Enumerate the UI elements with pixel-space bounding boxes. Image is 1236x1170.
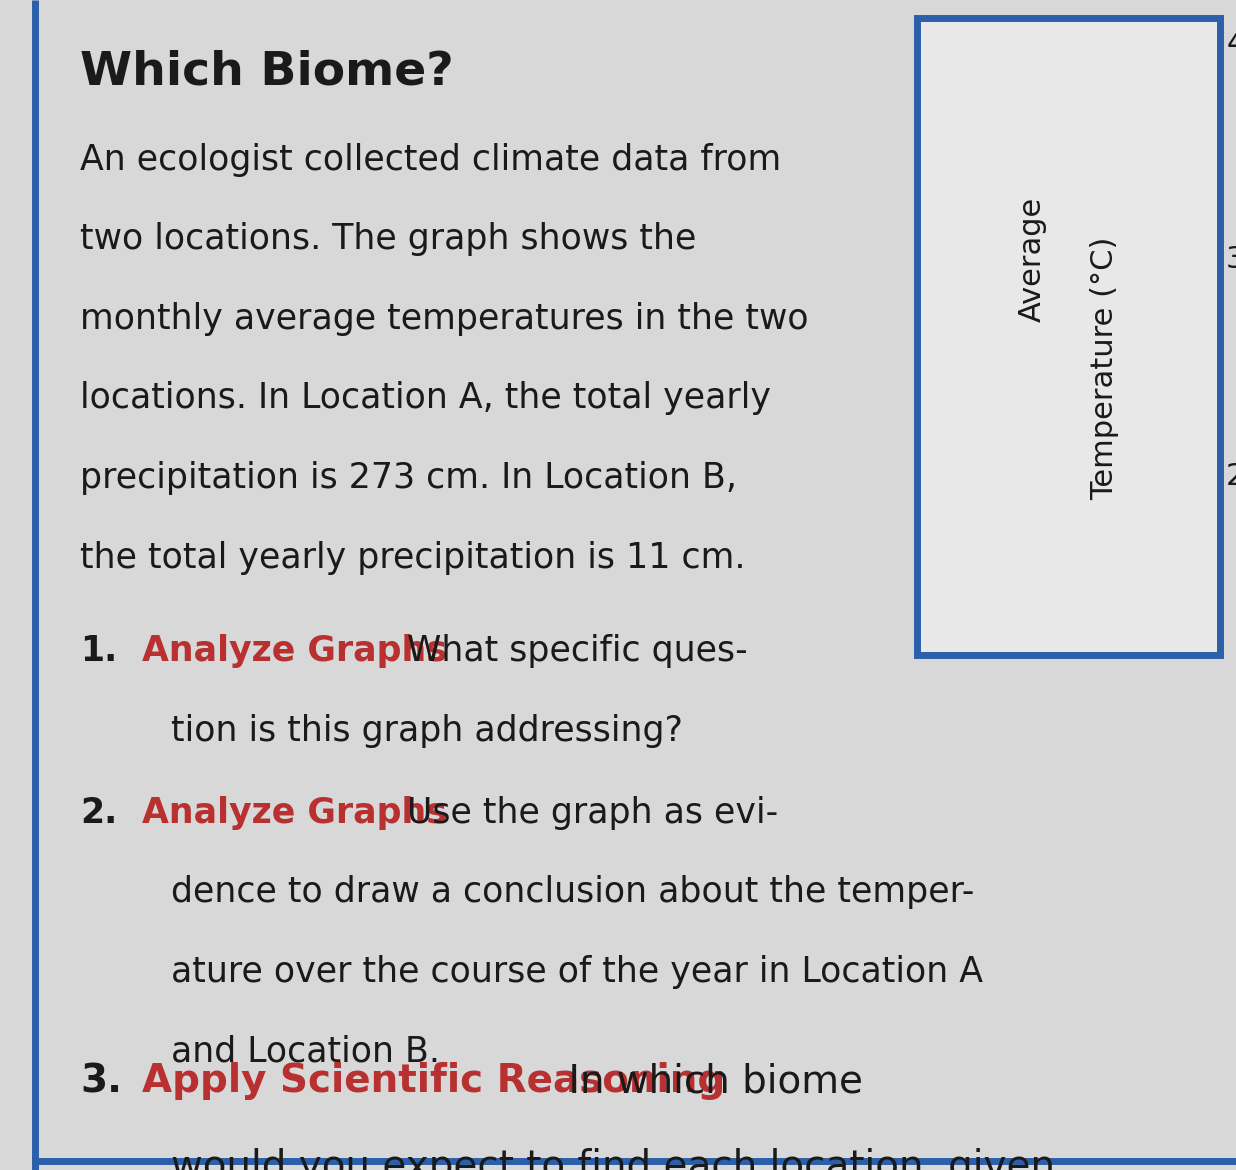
Text: monthly average temperatures in the two: monthly average temperatures in the two [80, 302, 810, 336]
Text: 3: 3 [1226, 246, 1236, 274]
Text: Temperature (°C): Temperature (°C) [1090, 236, 1120, 500]
Text: Average: Average [1017, 198, 1047, 323]
Text: 2.: 2. [80, 796, 117, 830]
Text: dence to draw a conclusion about the temper-: dence to draw a conclusion about the tem… [171, 875, 974, 909]
Text: precipitation is 273 cm. In Location B,: precipitation is 273 cm. In Location B, [80, 461, 738, 495]
Text: An ecologist collected climate data from: An ecologist collected climate data from [80, 143, 781, 177]
Text: What specific ques-: What specific ques- [396, 634, 748, 668]
Text: tion is this graph addressing?: tion is this graph addressing? [171, 714, 682, 748]
Bar [917, 18, 1220, 655]
Text: and Location B.: and Location B. [171, 1034, 440, 1068]
Text: locations. In Location A, the total yearly: locations. In Location A, the total year… [80, 381, 771, 415]
Text: Analyze Graphs: Analyze Graphs [142, 634, 447, 668]
Text: In which biome: In which biome [556, 1062, 863, 1100]
Text: Analyze Graphs: Analyze Graphs [142, 796, 447, 830]
Text: the total yearly precipitation is 11 cm.: the total yearly precipitation is 11 cm. [80, 541, 745, 574]
Text: ature over the course of the year in Location A: ature over the course of the year in Loc… [171, 955, 983, 989]
Text: two locations. The graph shows the: two locations. The graph shows the [80, 222, 697, 256]
Text: Which Biome?: Which Biome? [80, 49, 454, 94]
Text: 4: 4 [1226, 28, 1236, 57]
Text: Use the graph as evi-: Use the graph as evi- [396, 796, 777, 830]
Text: 3.: 3. [80, 1062, 122, 1100]
Text: Apply Scientific Reasoning: Apply Scientific Reasoning [142, 1062, 726, 1100]
Text: would you expect to find each location, given: would you expect to find each location, … [171, 1148, 1054, 1170]
Text: 2: 2 [1226, 462, 1236, 491]
Text: 1.: 1. [80, 634, 117, 668]
